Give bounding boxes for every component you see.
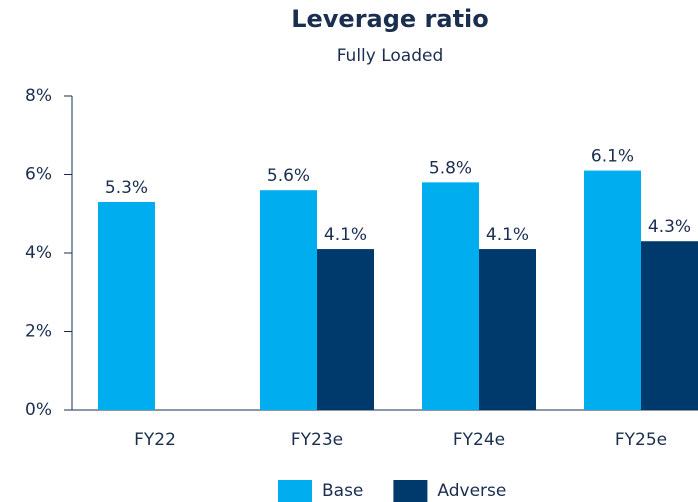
value-label: 4.3% [648, 217, 691, 237]
x-tick-label: FY25e [615, 430, 667, 450]
bar [422, 182, 479, 410]
y-tick-label: 2% [25, 322, 52, 342]
y-tick-label: 8% [25, 86, 52, 106]
y-tick-label: 4% [25, 243, 52, 263]
bar [317, 249, 374, 410]
value-label: 5.3% [105, 178, 148, 198]
bar [479, 249, 536, 410]
y-tick-label: 6% [25, 165, 52, 185]
value-label: 4.1% [486, 225, 529, 245]
bar [260, 190, 317, 410]
y-tick-label: 0% [25, 400, 52, 420]
chart-title: Leverage ratio [291, 5, 489, 33]
x-tick-label: FY22 [134, 430, 176, 450]
value-label: 5.8% [429, 158, 472, 178]
x-tick-label: FY24e [453, 430, 505, 450]
legend-label: Base [322, 481, 363, 501]
bar [641, 241, 698, 410]
chart-subtitle: Fully Loaded [337, 46, 444, 66]
legend-label: Adverse [437, 481, 506, 501]
bar [98, 201, 155, 410]
value-label: 5.6% [267, 166, 310, 186]
bar [584, 170, 641, 410]
legend-swatch [278, 480, 312, 502]
value-label: 4.1% [324, 225, 367, 245]
x-tick-label: FY23e [291, 430, 343, 450]
value-label: 6.1% [591, 147, 634, 167]
legend-swatch [393, 480, 428, 502]
